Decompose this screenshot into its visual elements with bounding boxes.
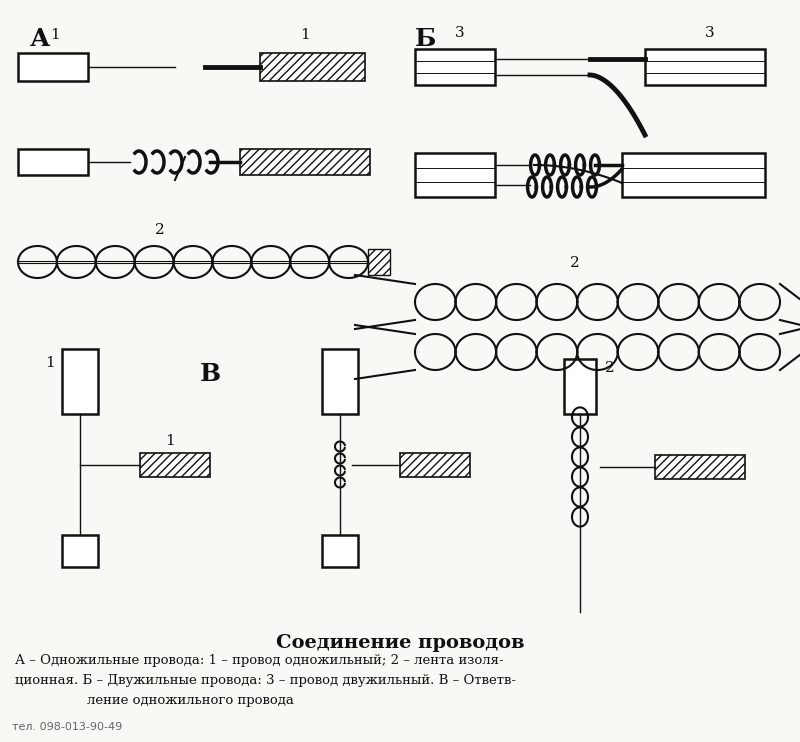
Text: тел. 098-013-90-49: тел. 098-013-90-49 <box>12 722 122 732</box>
Bar <box>655 455 745 479</box>
Bar <box>415 49 495 85</box>
Bar <box>622 153 765 197</box>
Text: 2: 2 <box>570 256 580 270</box>
Text: Б: Б <box>415 27 436 51</box>
Text: В: В <box>200 362 221 386</box>
Bar <box>18 149 88 175</box>
Bar <box>18 53 88 81</box>
Text: 2: 2 <box>605 361 615 375</box>
Bar <box>62 535 98 567</box>
Bar <box>240 149 370 175</box>
Bar <box>415 153 495 197</box>
Bar <box>645 49 765 85</box>
Bar <box>140 453 210 476</box>
Bar <box>62 349 98 414</box>
Text: 3: 3 <box>705 26 715 40</box>
Text: 2: 2 <box>155 223 165 237</box>
Text: 1: 1 <box>50 28 60 42</box>
Text: 3: 3 <box>455 26 465 40</box>
Bar <box>368 249 390 275</box>
Text: ление одножильного провода: ление одножильного провода <box>86 694 294 707</box>
Text: 1: 1 <box>165 433 175 447</box>
Text: 1: 1 <box>300 28 310 42</box>
Bar <box>322 535 358 567</box>
Text: 1: 1 <box>45 356 55 370</box>
Text: А: А <box>30 27 50 51</box>
Bar <box>564 359 596 414</box>
Text: А – Одножильные провода: 1 – провод одножильный; 2 – лента изоля-: А – Одножильные провода: 1 – провод одно… <box>15 654 504 667</box>
Text: Соединение проводов: Соединение проводов <box>276 634 524 652</box>
Bar <box>322 349 358 414</box>
Text: ционная. Б – Двужильные провода: 3 – провод двужильный. В – Ответв-: ционная. Б – Двужильные провода: 3 – про… <box>15 674 516 687</box>
Bar <box>260 53 365 81</box>
Bar <box>400 453 470 476</box>
